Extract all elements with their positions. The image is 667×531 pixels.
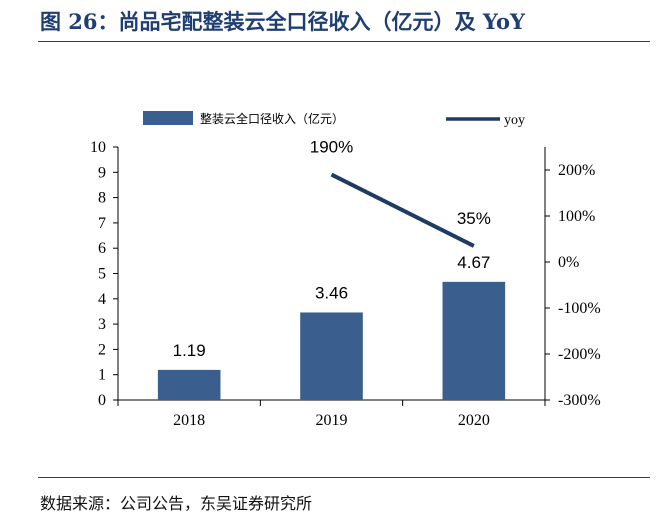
x-tick-label: 2019 bbox=[316, 412, 348, 429]
left-tick-label: 10 bbox=[90, 139, 106, 156]
right-tick-label: -200% bbox=[558, 346, 601, 363]
bar-data-label: 3.46 bbox=[315, 283, 348, 302]
bar-data-label: 1.19 bbox=[173, 341, 206, 360]
right-tick-label: -300% bbox=[558, 392, 601, 409]
figure-title: 图 26：尚品宅配整装云全口径收入（亿元）及 YoY bbox=[40, 9, 526, 34]
legend-bar-label: 整装云全口径收入（亿元） bbox=[200, 111, 344, 126]
bar-data-label: 4.67 bbox=[457, 253, 490, 272]
bar bbox=[300, 312, 363, 400]
right-tick-label: -100% bbox=[558, 300, 601, 317]
legend-line-label: yoy bbox=[504, 113, 525, 128]
bar bbox=[442, 281, 506, 400]
left-tick-label: 5 bbox=[98, 266, 106, 283]
x-tick-label: 2018 bbox=[173, 412, 205, 429]
legend: 整装云全口径收入（亿元） yoy bbox=[143, 111, 525, 128]
left-tick-label: 8 bbox=[98, 190, 106, 207]
yoy-line bbox=[330, 172, 475, 248]
right-tick-label: 100% bbox=[558, 208, 595, 225]
left-tick-label: 7 bbox=[98, 215, 106, 232]
left-tick-label: 6 bbox=[98, 240, 106, 257]
left-tick-label: 4 bbox=[98, 291, 106, 308]
title-rule bbox=[38, 41, 650, 42]
right-tick-label: 200% bbox=[558, 162, 595, 179]
yoy-data-label: 35% bbox=[457, 209, 491, 228]
source-rule bbox=[38, 477, 650, 478]
yoy-data-label: 190% bbox=[310, 138, 353, 157]
left-tick-label: 3 bbox=[98, 316, 106, 333]
left-tick-label: 9 bbox=[98, 164, 106, 181]
x-tick-label: 2020 bbox=[458, 412, 490, 429]
left-tick-label: 2 bbox=[98, 341, 106, 358]
left-tick-label: 1 bbox=[98, 367, 106, 384]
legend-bar-swatch bbox=[143, 111, 193, 125]
bar bbox=[157, 369, 221, 400]
plot-area: 0 1 2 3 4 5 6 7 8 9 10 -300% -200% -100% 0% 100% 200% 201… bbox=[90, 138, 601, 429]
source-note: 数据来源：公司公告，东吴证券研究所 bbox=[40, 494, 313, 513]
right-tick-label: 0% bbox=[558, 254, 579, 271]
left-tick-label: 0 bbox=[98, 392, 106, 409]
